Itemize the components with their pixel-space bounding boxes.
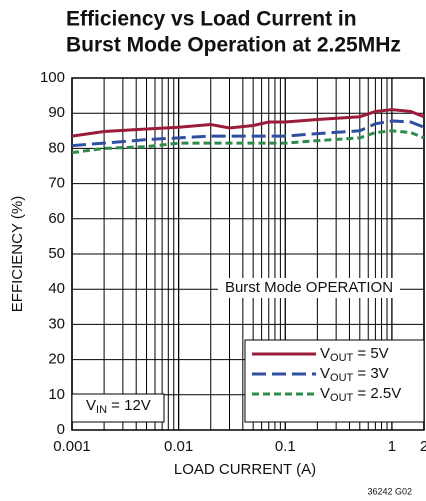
x-tick-label: 0.1 [275,438,296,455]
x-tick-label: 2 [420,438,426,455]
y-tick-label: 90 [48,104,65,121]
y-tick-label: 10 [48,386,65,403]
y-tick-label: 30 [48,315,65,332]
y-axis-label: EFFICIENCY (%) [9,196,26,312]
x-tick-label: 0.001 [53,438,91,455]
x-tick-label: 1 [388,438,396,455]
plot-frame [71,77,425,431]
annotation-bg [218,278,400,298]
annotation-box [71,393,165,423]
chart-title: Burst Mode Operation at 2.25MHz [66,34,401,57]
y-tick-label: 20 [48,351,65,368]
series-line [71,108,425,138]
annotation: VIN = 12V [86,397,151,416]
series-line [71,119,425,148]
y-tick-label: 80 [48,139,65,156]
chart-title: Efficiency vs Load Current in [66,8,357,31]
y-tick-label: 100 [40,69,65,86]
annotation: Burst Mode OPERATION [225,279,393,296]
x-axis-label: LOAD CURRENT (A) [174,461,316,478]
x-tick-label: 0.01 [164,438,193,455]
y-tick-label: 70 [48,175,65,192]
y-tick-label: 0 [57,421,65,438]
y-tick-label: 60 [48,210,65,227]
y-tick-label: 50 [48,245,65,262]
y-tick-label: 40 [48,280,65,297]
footnote: 36242 G02 [367,486,412,496]
